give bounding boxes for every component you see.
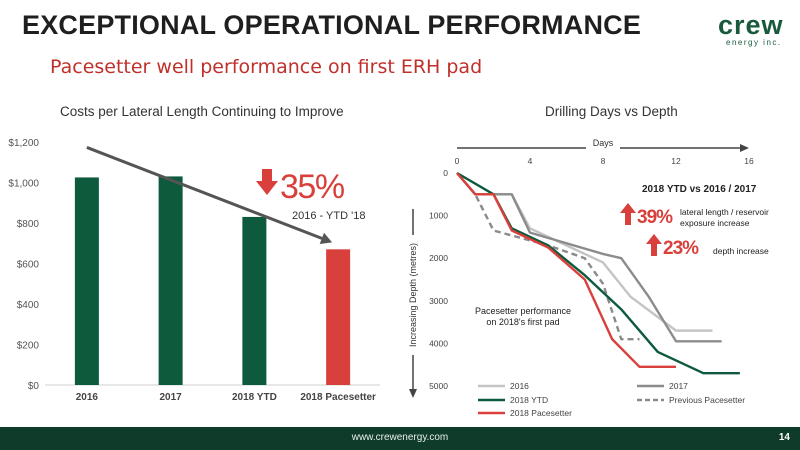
depth-arrow-head (409, 389, 417, 398)
y-tick-label: $400 (17, 300, 40, 311)
cost-bar-chart: $0 $200 $400 $600 $800 $1,000 $1,200 2016 2017 20… (8, 138, 380, 403)
depth-label-bg (409, 235, 417, 355)
page-title: EXCEPTIONAL OPERATIONAL PERFORMANCE (22, 10, 642, 40)
bar-chart-title: Costs per Lateral Length Continuing to I… (60, 104, 344, 119)
x-tick-label: 12 (671, 156, 681, 166)
footer-url[interactable]: www.crewenergy.com (351, 432, 449, 443)
x-tick-label: 2017 (160, 392, 183, 403)
y-tick-label: $600 (17, 260, 40, 271)
comparison-title: 2018 YTD vs 2016 / 2017 (642, 184, 757, 195)
reduction-value: 35% (280, 168, 345, 206)
drilling-line-chart: Days 0 4 8 12 16 Increasing Depth (metres) 0 100… (408, 136, 769, 418)
x-tick-label: 16 (744, 156, 754, 166)
y-tick-label: 3000 (429, 296, 448, 306)
logo-wordmark: crew (718, 10, 784, 40)
crew-logo: crew energy inc. (712, 10, 792, 50)
x-tick-label: 2018 YTD (232, 392, 277, 403)
y-tick-label: $1,000 (8, 179, 39, 190)
series-line (456, 172, 676, 369)
trend-arrow-head (319, 232, 333, 244)
legend-label: 2018 Pacesetter (510, 408, 572, 418)
x-tick-label: 0 (455, 156, 460, 166)
days-arrow-head (740, 144, 749, 152)
reduction-label: 2016 - YTD '18 (292, 210, 365, 222)
y-tick-label: 4000 (429, 338, 448, 348)
footer-bar: www.crewenergy.com 14 (0, 427, 800, 450)
increase-value: 23% (663, 238, 699, 259)
up-arrow-icon (646, 234, 662, 256)
increase-label: exposure increase (680, 218, 750, 228)
legend-label: 2016 (510, 381, 529, 391)
bar (158, 176, 183, 385)
x-tick-label: 2018 Pacesetter (300, 392, 376, 403)
trend-arrow-line (86, 146, 323, 240)
y-tick-label: $200 (17, 341, 40, 352)
x-tick-label: 4 (528, 156, 533, 166)
legend-label: 2018 YTD (510, 395, 548, 405)
bar (326, 249, 351, 385)
y-tick-label: 0 (443, 168, 448, 178)
page-number: 14 (778, 432, 790, 443)
logo-subtext: energy inc. (726, 38, 782, 47)
legend-label: Previous Pacesetter (669, 395, 745, 405)
x-axis-title: Days (593, 138, 614, 148)
down-arrow-icon (256, 169, 278, 195)
up-arrow-icon (620, 203, 636, 225)
increase-value: 39% (637, 207, 673, 228)
bar (242, 216, 267, 385)
legend-label: 2017 (669, 381, 688, 391)
y-tick-label: 5000 (429, 381, 448, 391)
bar (74, 177, 99, 385)
increase-label: depth increase (713, 246, 769, 256)
y-tick-label: 1000 (429, 211, 448, 221)
days-label-bg (586, 136, 620, 150)
y-tick-label: $0 (28, 381, 40, 392)
page-subtitle: Pacesetter well performance on first ERH… (50, 56, 483, 78)
line-chart-title: Drilling Days vs Depth (545, 104, 678, 119)
series-line (456, 171, 740, 375)
x-tick-label: 2016 (76, 392, 99, 403)
increase-label: lateral length / reservoir (680, 207, 769, 217)
y-tick-label: $800 (17, 219, 40, 230)
pacesetter-note: Pacesetter performance (475, 306, 571, 316)
x-tick-label: 8 (601, 156, 606, 166)
pacesetter-note: on 2018's first pad (486, 317, 559, 327)
y-tick-label: 2000 (429, 253, 448, 263)
y-axis-title: Increasing Depth (metres) (408, 243, 418, 347)
y-tick-label: $1,200 (8, 138, 39, 149)
series-line (456, 172, 640, 341)
